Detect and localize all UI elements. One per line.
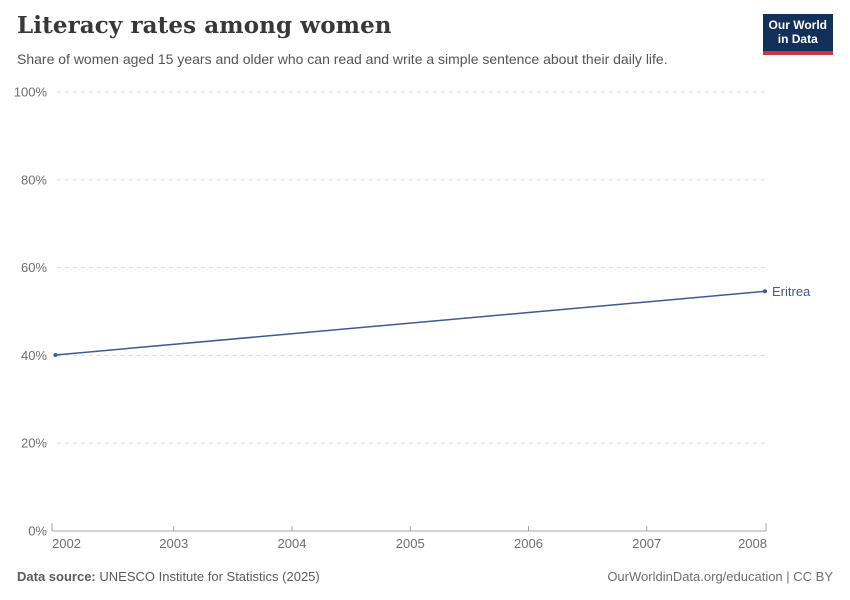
data-source-label: Data source: — [17, 569, 96, 584]
page-title: Literacy rates among women — [17, 12, 392, 39]
owid-logo-line1: Our World — [768, 18, 827, 32]
attribution-link[interactable]: OurWorldinData.org/education | CC BY — [607, 569, 833, 584]
y-tick-label: 100% — [14, 85, 48, 100]
owid-logo-line2: in Data — [777, 32, 818, 47]
y-tick-label: 20% — [21, 436, 47, 451]
data-source: Data source: UNESCO Institute for Statis… — [17, 569, 320, 584]
x-tick-label: 2003 — [159, 536, 188, 551]
y-tick-label: 0% — [28, 524, 47, 539]
x-tick-label: 2006 — [514, 536, 543, 551]
y-tick-label: 60% — [21, 260, 47, 275]
x-tick-label: 2002 — [52, 536, 81, 551]
x-tick-label: 2004 — [278, 536, 307, 551]
owid-logo[interactable]: Our World in Data — [762, 14, 833, 55]
data-point[interactable] — [53, 352, 58, 357]
x-tick-label: 2005 — [396, 536, 425, 551]
x-tick-label: 2007 — [632, 536, 661, 551]
y-tick-label: 40% — [21, 348, 47, 363]
chart-subtitle: Share of women aged 15 years and older w… — [17, 51, 668, 67]
data-point[interactable] — [763, 289, 767, 294]
data-source-value: UNESCO Institute for Statistics (2025) — [99, 569, 320, 584]
series-line-eritrea[interactable] — [55, 290, 766, 356]
x-tick-label: 2008 — [738, 536, 767, 551]
y-tick-label: 80% — [21, 172, 47, 187]
series-label-eritrea[interactable]: Eritrea — [772, 284, 811, 299]
